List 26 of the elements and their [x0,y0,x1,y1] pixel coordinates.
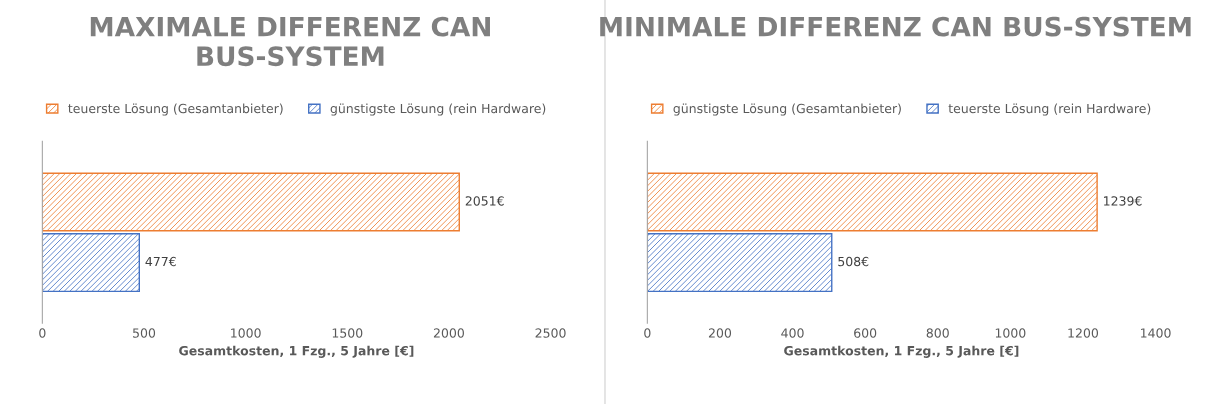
x-tick-label: 1500 [332,328,363,338]
data-label: 477€ [145,256,176,267]
x-tick-label: 200 [708,328,732,338]
chart-title: MINIMALE DIFFERENZ CAN BUS-SYSTEM [600,16,1191,37]
x-tick-label: 500 [133,328,156,338]
legend-label: günstigste Lösung (rein Hardware) [330,103,546,116]
legend-label: teuerste Lösung (rein Hardware) [948,103,1151,116]
x-tick-label: 2000 [433,328,464,338]
x-tick-label: 0 [39,328,46,338]
chart-title: MAXIMALE DIFFERENZ CAN BUS-SYSTEM [90,16,490,67]
x-axis-title: Gesamtkosten, 1 Fzg., 5 Jahre [€] [784,345,1019,358]
legend-label: günstigste Lösung (Gesamtanbieter) [673,103,901,116]
x-tick-label: 2500 [535,328,566,338]
x-tick-label: 800 [926,328,949,338]
x-tick-label: 0 [644,328,651,338]
x-tick-label: 1000 [995,328,1026,338]
data-label: 508€ [838,256,869,267]
x-tick-label: 600 [854,328,877,338]
x-tick-label: 1400 [1141,328,1171,338]
x-tick-label: 1200 [1068,328,1099,338]
x-axis-title: Gesamtkosten, 1 Fzg., 5 Jahre [€] [179,345,414,358]
x-tick-label: 1000 [231,328,261,338]
x-tick-label: 400 [781,328,804,338]
data-label: 1239€ [1104,196,1142,206]
legend-label: teuerste Lösung (Gesamtanbieter) [68,103,283,116]
data-label: 2051€ [465,196,504,206]
